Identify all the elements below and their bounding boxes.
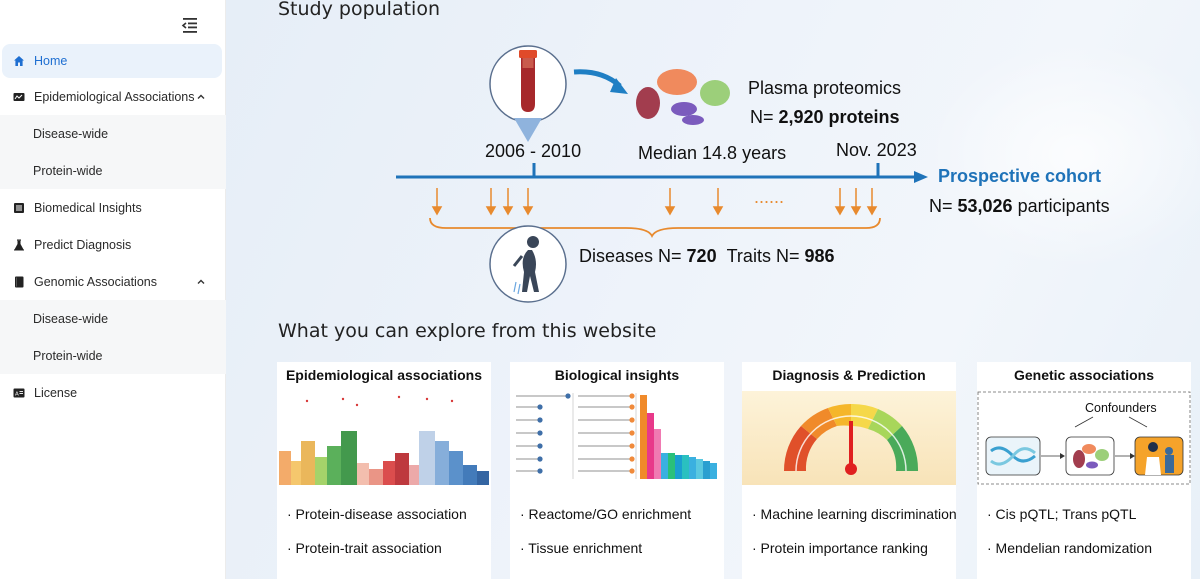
sidebar-item-predict-diagnosis[interactable]: Predict Diagnosis xyxy=(0,226,222,263)
sidebar-item-label: License xyxy=(34,385,78,400)
median-followup: Median 14.8 years xyxy=(638,143,787,163)
proteins-value: 2,920 proteins xyxy=(778,107,900,127)
gauge-image xyxy=(742,391,956,485)
home-icon xyxy=(13,55,25,67)
study-population-heading: Study population xyxy=(278,0,441,20)
start-period: 2006 - 2010 xyxy=(485,141,582,161)
card-point: · Protein-disease association xyxy=(287,506,467,522)
genomic-submenu: Disease-wide Protein-wide xyxy=(0,300,226,374)
ellipsis-dots: ...... xyxy=(754,187,784,207)
sidebar-item-label: Home xyxy=(34,54,68,68)
sidebar: Home Epidemiological Associations Diseas… xyxy=(0,0,226,579)
traits-prefix: Traits N= xyxy=(726,246,805,266)
participants-suffix: participants xyxy=(1012,196,1110,216)
chevron-up-icon xyxy=(197,279,205,284)
card-biological-insights[interactable]: Biological insights · Re xyxy=(510,362,724,579)
traits-value: 986 xyxy=(804,246,835,266)
card-point: · Mendelian randomization xyxy=(987,540,1152,556)
participants-value: 53,026 xyxy=(957,196,1013,216)
svg-text:A: A xyxy=(15,391,19,397)
study-diagram: ...... xyxy=(396,45,928,303)
collapse-menu-icon[interactable] xyxy=(181,15,203,35)
card-point: · Reactome/GO enrichment xyxy=(520,506,692,522)
sidebar-item-gen-disease-wide[interactable]: Disease-wide xyxy=(0,300,226,337)
main-content: Study population xyxy=(226,0,1200,579)
proteins-illustration xyxy=(636,69,730,125)
chevron-up-icon xyxy=(197,94,205,99)
patient-icon xyxy=(489,225,567,303)
flow-arrow xyxy=(573,69,622,88)
sidebar-item-label: Predict Diagnosis xyxy=(34,237,132,252)
book-icon xyxy=(13,276,25,288)
sidebar-item-gen-protein-wide[interactable]: Protein-wide xyxy=(0,337,226,374)
participants-prefix: N= xyxy=(929,196,958,216)
sidebar-item-label: Protein-wide xyxy=(33,348,103,363)
manhattan-plot-image xyxy=(277,391,491,485)
sidebar-nav: Home Epidemiological Associations Diseas… xyxy=(0,44,226,411)
card-genetic-associations[interactable]: Genetic associations Confounders · Cis p… xyxy=(977,362,1191,579)
sidebar-item-label: Disease-wide xyxy=(33,311,109,326)
sidebar-item-genomic-associations[interactable]: Genomic Associations xyxy=(0,263,222,300)
bracket xyxy=(429,217,881,239)
sidebar-item-label: Disease-wide xyxy=(33,126,109,141)
mendelian-randomization-image xyxy=(977,391,1191,485)
background-glow xyxy=(926,40,1200,270)
proteins-prefix: N= xyxy=(750,107,779,127)
list-icon xyxy=(13,202,25,214)
confounders-label: Confounders xyxy=(1085,401,1157,415)
end-date: Nov. 2023 xyxy=(836,140,917,160)
card-point: · Protein-trait association xyxy=(287,540,442,556)
card-title: Epidemiological associations xyxy=(285,367,483,383)
sidebar-item-label: Epidemiological Associations xyxy=(34,89,195,104)
proteins-count: N= 2,920 proteins xyxy=(750,107,900,128)
cohort-label: Prospective cohort xyxy=(938,166,1102,186)
event-arrows xyxy=(431,188,878,216)
card-epidemiological[interactable]: Epidemiological associations xyxy=(277,362,491,579)
card-title: Diagnosis & Prediction xyxy=(772,367,926,383)
explore-heading: What you can explore from this website xyxy=(278,320,657,342)
card-diagnosis-prediction[interactable]: Diagnosis & Prediction · Machine learnin… xyxy=(742,362,957,579)
sidebar-item-biomedical-insights[interactable]: Biomedical Insights xyxy=(0,189,222,226)
card-point: · Machine learning discrimination xyxy=(752,506,957,522)
card-point: · Tissue enrichment xyxy=(520,540,643,556)
sidebar-item-epi-protein-wide[interactable]: Protein-wide xyxy=(0,152,226,189)
epidemiological-submenu: Disease-wide Protein-wide xyxy=(0,115,226,189)
sidebar-item-home[interactable]: Home xyxy=(2,44,222,78)
diseases-traits-count: Diseases N= 720 Traits N= 986 xyxy=(579,246,835,267)
card-point: · Cis pQTL; Trans pQTL xyxy=(987,506,1137,522)
flask-icon xyxy=(13,239,25,251)
sidebar-item-license[interactable]: A License xyxy=(0,374,222,411)
sidebar-item-epi-disease-wide[interactable]: Disease-wide xyxy=(0,115,226,152)
license-icon: A xyxy=(13,387,25,399)
participants-count: N= 53,026 participants xyxy=(929,196,1110,217)
chart-icon xyxy=(13,91,25,103)
sidebar-item-label: Genomic Associations xyxy=(34,274,157,289)
plasma-proteomics-label: Plasma proteomics xyxy=(748,78,902,98)
sidebar-item-epidemiological-associations[interactable]: Epidemiological Associations xyxy=(0,78,222,115)
card-title: Biological insights xyxy=(554,367,680,383)
sidebar-item-label: Protein-wide xyxy=(33,163,103,178)
sidebar-item-label: Biomedical Insights xyxy=(34,200,142,215)
diseases-value: 720 xyxy=(686,246,717,266)
enrichment-plot-image xyxy=(510,391,724,485)
card-point: · Protein importance ranking xyxy=(752,540,928,556)
diseases-prefix: Diseases N= xyxy=(579,246,687,266)
card-title: Genetic associations xyxy=(1013,367,1155,383)
blood-tube-icon xyxy=(489,45,567,142)
